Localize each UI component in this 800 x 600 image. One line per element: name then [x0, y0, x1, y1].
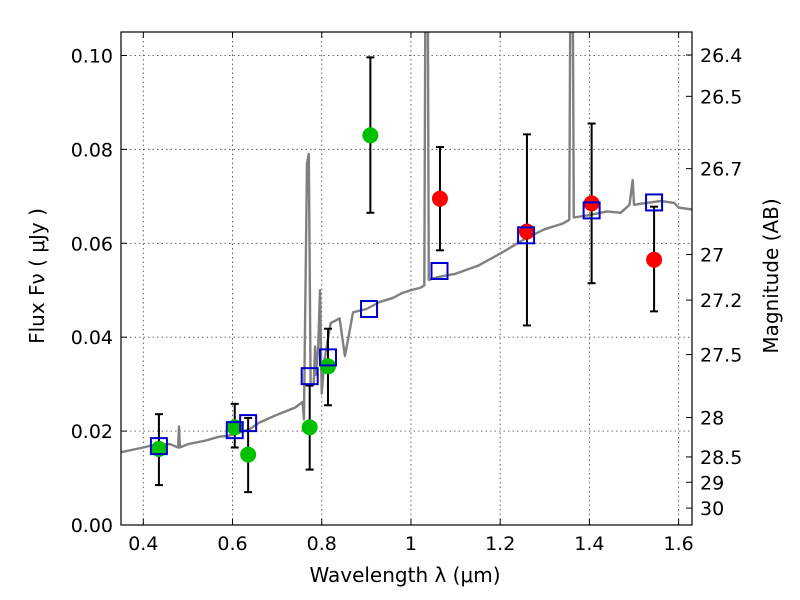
model-square — [239, 414, 258, 433]
y-tick-label: 0.06 — [71, 233, 113, 255]
x-tick-label: 1.6 — [664, 533, 694, 555]
right-tick-label: 28 — [700, 407, 724, 429]
model-square — [149, 437, 168, 456]
x-tick-label: 1 — [405, 533, 417, 555]
right-tick-label: 27 — [700, 245, 724, 267]
axes-ticks: 0.4 0.6 0.8 1 1.2 1.4 1.6 0.00 0.02 0.04 0.06 0.08 0… — [71, 32, 742, 555]
plot-area — [121, 32, 692, 494]
model-square — [430, 261, 449, 280]
right-tick-label: 28.5 — [700, 447, 742, 469]
red-data-point — [646, 251, 663, 268]
right-tick-label: 26.7 — [700, 159, 742, 181]
plot-frame — [120, 31, 693, 526]
model-square — [645, 193, 664, 212]
y-tick-label: 0.02 — [71, 421, 113, 443]
x-tick-label: 0.6 — [217, 533, 247, 555]
model-square — [517, 226, 536, 245]
y-tick-label: 0.00 — [71, 515, 113, 537]
green-data-point — [301, 419, 318, 436]
x-tick-label: 0.8 — [307, 533, 337, 555]
plot-content — [121, 32, 692, 494]
y-tick-label: 0.04 — [71, 327, 113, 349]
model-square — [318, 348, 337, 367]
grid — [121, 32, 692, 526]
right-tick-label: 27.5 — [700, 345, 742, 367]
right-tick-label: 26.5 — [700, 86, 742, 108]
x-axis-label: Wavelength λ (μm) — [309, 563, 500, 587]
model-square — [360, 300, 379, 319]
y-tick-label: 0.10 — [71, 45, 113, 67]
right-tick-label: 30 — [700, 498, 724, 520]
right-axis-label: Magnitude (AB) — [759, 198, 783, 353]
red-data-point — [518, 223, 535, 240]
right-tick-label: 29 — [700, 472, 724, 494]
right-tick-label: 27.2 — [700, 290, 742, 312]
model-square — [582, 201, 601, 220]
red-data-point — [431, 190, 448, 207]
y-axis-label: Flux Fν ( μJy ) — [25, 208, 49, 344]
model-square — [300, 367, 319, 386]
y-tick-label: 0.08 — [71, 139, 113, 161]
right-tick-label: 26.4 — [700, 45, 742, 67]
x-tick-label: 0.4 — [128, 533, 158, 555]
spectrum-line — [121, 32, 692, 454]
x-tick-label: 1.2 — [485, 533, 515, 555]
green-data-point — [240, 446, 257, 463]
green-data-point — [362, 127, 379, 144]
x-tick-label: 1.4 — [574, 533, 604, 555]
